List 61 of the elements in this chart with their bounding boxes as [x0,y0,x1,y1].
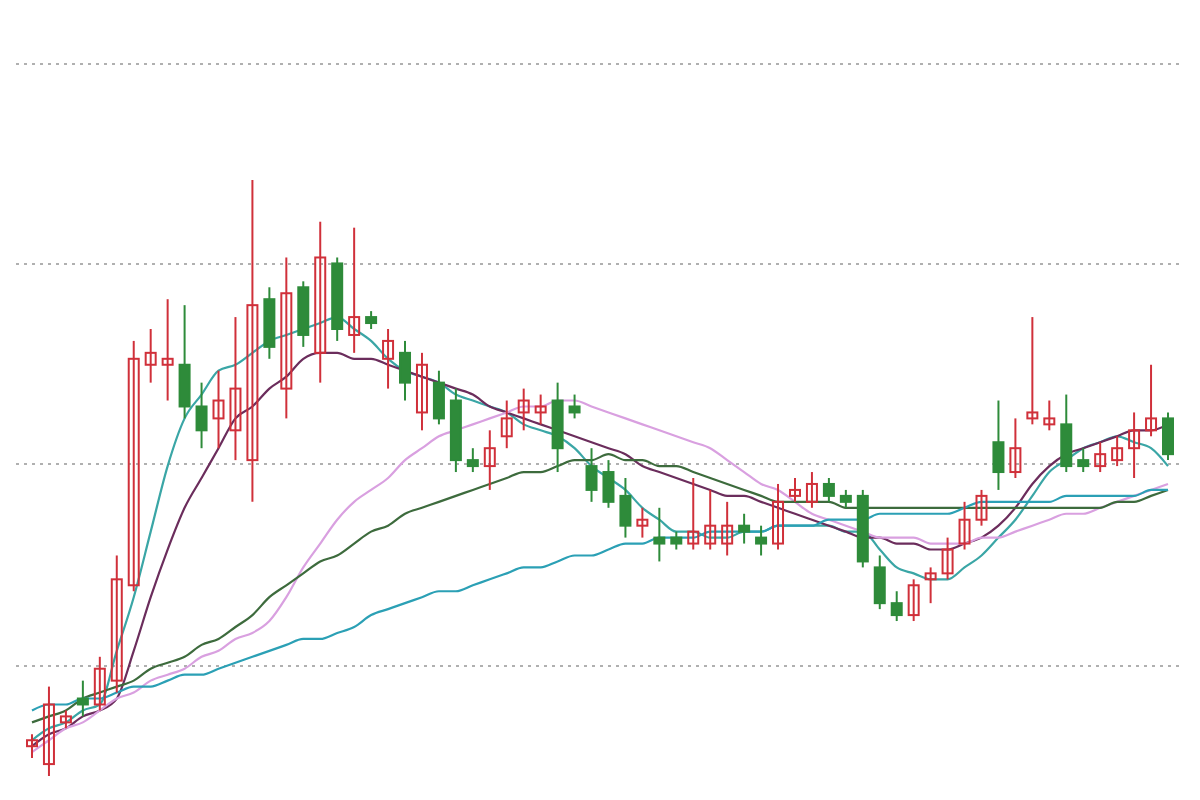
candlestick [788,477,801,503]
candlestick [1043,399,1056,432]
candlestick [721,500,734,557]
candlestick [941,536,954,581]
candlestick [466,447,479,474]
candlestick [1060,393,1073,474]
candlestick [76,679,89,718]
candlestick [229,316,242,462]
candlestick [890,590,903,623]
candlestick [432,369,445,426]
candlestick [992,399,1005,491]
candlestick [1094,441,1107,474]
candlestick [534,393,547,426]
candlestick [873,554,886,611]
candlestick [975,488,988,527]
candlestick [755,524,768,557]
candlestick [517,387,530,432]
candlestick [636,506,649,539]
candlestick [568,393,581,420]
candlestick [704,488,717,551]
candlestick [687,477,700,551]
candlestick [738,512,751,545]
candlestick [415,351,428,432]
candlestick [178,304,191,420]
candlestick [246,179,259,503]
candlestick [822,477,835,503]
candlestick [1009,417,1022,479]
candlestick [1128,411,1141,479]
candlestick [653,506,666,563]
candlestick [551,381,564,474]
candlestick [93,655,106,712]
candlestick [161,298,174,402]
candlestick [1145,363,1158,438]
candlestick [297,280,310,348]
candlestick [772,482,785,551]
candlestick [280,256,293,420]
candlestick [212,369,225,450]
candlestick [195,381,208,450]
candlestick [585,447,598,503]
candlestick [483,429,496,491]
candlestick [907,578,920,623]
candlestick [500,399,513,450]
candlestick [1026,316,1039,426]
candlestick [110,554,123,694]
candlestick [348,226,361,354]
candlestick [1162,411,1174,462]
candlestick [382,328,395,390]
candlestick [619,477,632,539]
candlestick [263,286,276,360]
candlestick [144,328,157,384]
candlestick [958,500,971,551]
candlestick [314,220,327,384]
candlestick [805,471,818,509]
candlestick [26,733,38,760]
candlestick [1111,435,1124,468]
candlestick [602,459,615,509]
candlestick [42,685,55,777]
candlestick [399,339,412,402]
candlestick [924,566,937,605]
candlestick [1077,447,1090,474]
candlestick [127,339,140,593]
